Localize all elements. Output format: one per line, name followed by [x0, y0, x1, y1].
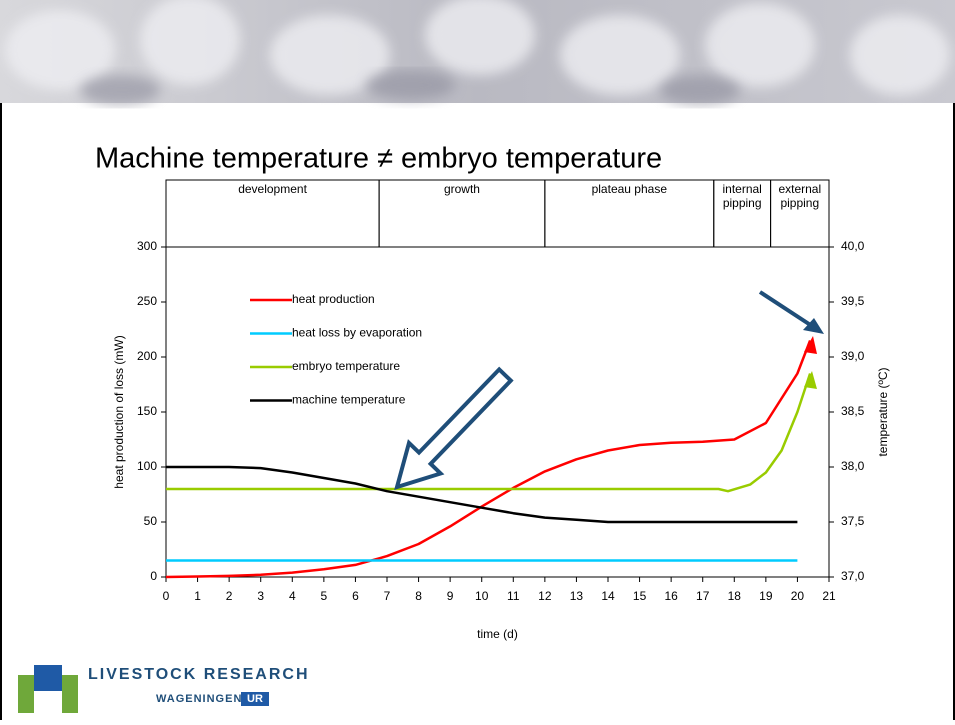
y2-tick-label: 37,5 [841, 514, 865, 528]
pointer-arrow-head [803, 318, 824, 334]
x-tick-label: 8 [415, 589, 422, 603]
x-tick-label: 20 [791, 589, 805, 603]
logo-badge: UR [247, 693, 263, 705]
y2-tick-label: 39,0 [841, 349, 865, 363]
phase-label: external pipping [778, 182, 821, 210]
legend-label: heat loss by evaporation [292, 326, 422, 340]
x-tick-label: 17 [696, 589, 710, 603]
y-tick-label: 0 [150, 569, 157, 583]
x-tick-label: 12 [538, 589, 552, 603]
logo-text: WAGENINGEN [156, 693, 242, 705]
banner [0, 0, 955, 105]
x-tick-label: 2 [226, 589, 233, 603]
pointer-arrow [758, 290, 814, 328]
chart: development growth plateau phase internal pi… [112, 179, 890, 641]
y2-tick-label: 38,5 [841, 404, 865, 418]
y-tick-label: 50 [144, 514, 158, 528]
x-tick-label: 1 [194, 589, 201, 603]
y-tick-label: 200 [137, 349, 157, 363]
x-tick-label: 11 [507, 589, 520, 603]
x-tick-label: 19 [759, 589, 773, 603]
x-tick-label: 0 [163, 589, 170, 603]
y2-tick-label: 37,0 [841, 569, 865, 583]
logo: LIVESTOCK RESEARCH WAGENINGEN UR [18, 665, 310, 713]
x-tick-label: 15 [633, 589, 647, 603]
x-tick-label: 16 [664, 589, 678, 603]
x-tick-label: 6 [352, 589, 359, 603]
legend-label: machine temperature [292, 393, 406, 407]
x-tick-label: 7 [384, 589, 391, 603]
curve-arrow-head [804, 371, 817, 389]
x-tick-label: 9 [447, 589, 454, 603]
x-tick-label: 4 [289, 589, 296, 603]
y-tick-label: 250 [137, 294, 157, 308]
y-tick-label: 150 [137, 404, 157, 418]
highlight-arrow [394, 366, 514, 490]
phase-label: growth [444, 182, 480, 196]
y-axis-label: heat production of loss (mW) [112, 335, 126, 488]
legend-label: heat production [292, 292, 375, 306]
x-tick-label: 3 [257, 589, 264, 603]
legend-label: embryo temperature [292, 359, 400, 373]
series-line [166, 373, 812, 493]
phase-label: plateau phase [592, 182, 668, 196]
x-tick-label: 13 [570, 589, 584, 603]
phase-box [770, 179, 830, 248]
y2-tick-label: 39,5 [841, 294, 865, 308]
phase-label: development [238, 182, 307, 196]
y-tick-label: 100 [137, 459, 157, 473]
x-tick-label: 10 [475, 589, 489, 603]
x-tick-label: 5 [321, 589, 328, 603]
x-tick-label: 18 [728, 589, 742, 603]
phase-label: internal pipping [722, 182, 761, 210]
y2-tick-label: 38,0 [841, 459, 865, 473]
slide-title: Machine temperature ≠ embryo temperature [95, 143, 662, 175]
logo-text: LIVESTOCK RESEARCH [88, 666, 310, 683]
y2-tick-label: 40,0 [841, 239, 865, 253]
y2-axis-label: temperature (ºC) [876, 367, 890, 456]
x-tick-label: 21 [822, 589, 836, 603]
series-line [166, 465, 798, 524]
x-tick-label: 14 [601, 589, 615, 603]
curve-arrow-head [804, 336, 817, 354]
y-tick-label: 300 [137, 239, 157, 253]
x-axis-label: time (d) [477, 627, 518, 641]
series-line [165, 340, 812, 579]
